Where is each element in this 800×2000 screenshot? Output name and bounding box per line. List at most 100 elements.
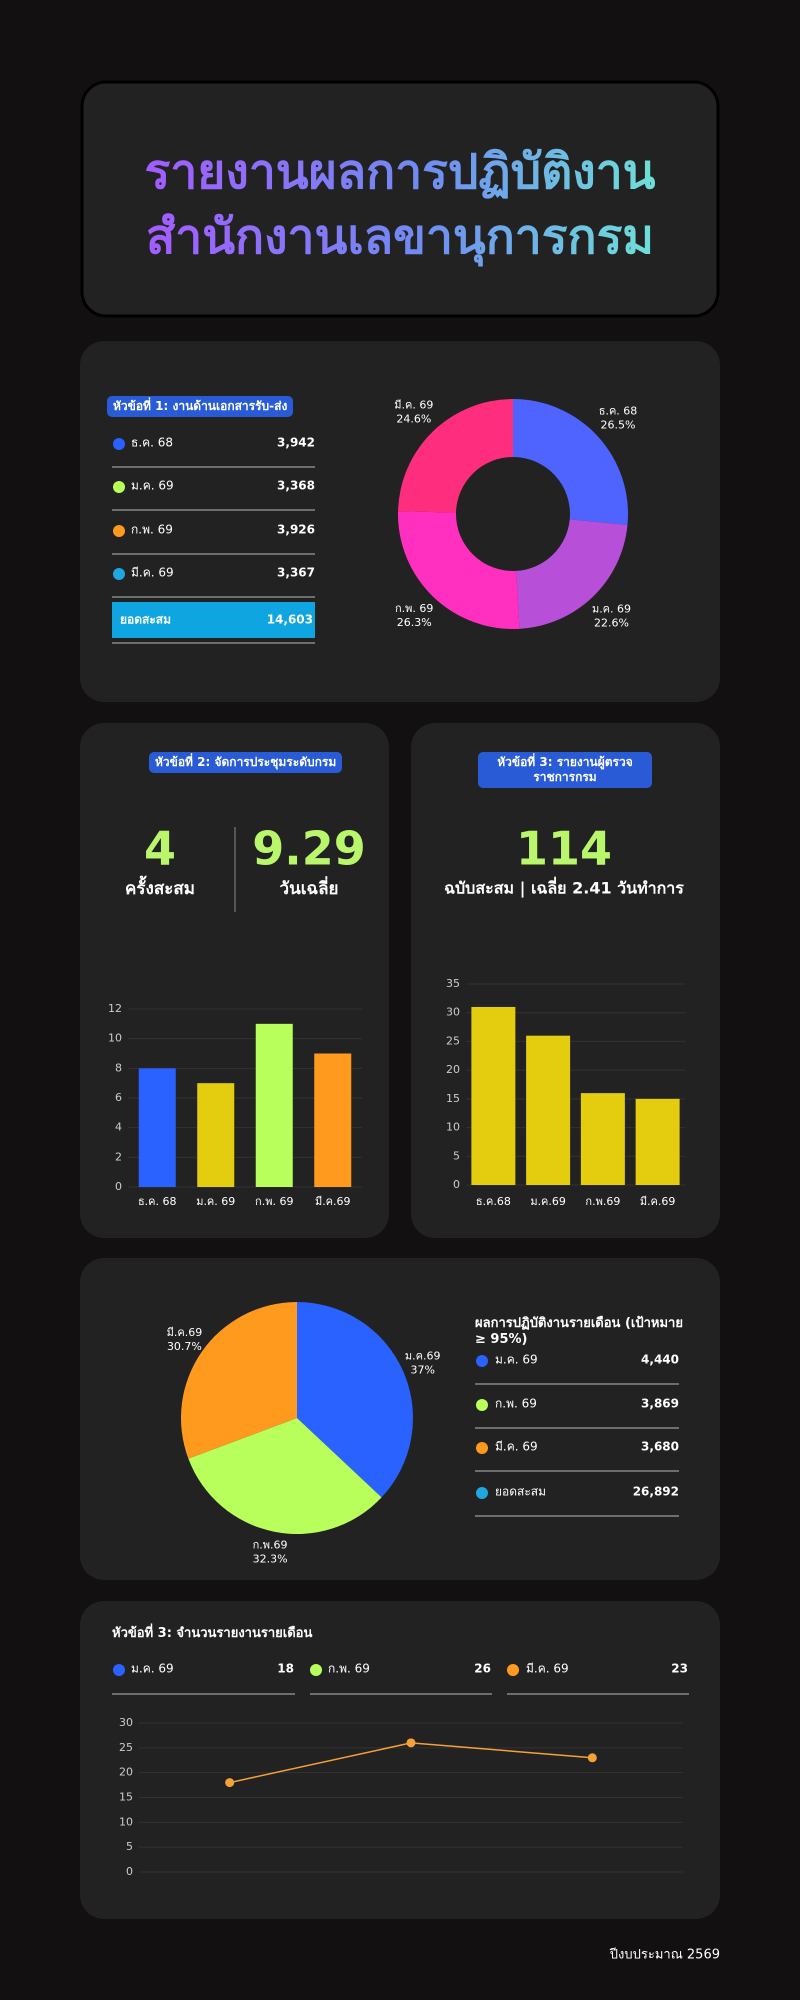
legend-dot: [310, 1664, 322, 1676]
bar: [138, 1068, 176, 1187]
x-tick-label: ก.พ. 69: [255, 1195, 293, 1208]
x-tick-label: ก.พ.69: [585, 1195, 620, 1208]
stat-value: 9.29: [252, 822, 366, 876]
row-label: มี.ค. 69: [495, 1440, 538, 1454]
point: [406, 1738, 416, 1748]
bar: [471, 1006, 516, 1185]
section-tag: หัวข้อที่ 3: รายงานผู้ตรวจราชการกรม: [478, 752, 652, 788]
y-tick-label: 10: [108, 1032, 122, 1045]
y-tick-label: 25: [446, 1034, 460, 1047]
row-value: 3,869: [641, 1397, 679, 1411]
point: [225, 1778, 235, 1788]
slice-label: ก.พ. 69: [395, 602, 433, 615]
legend-dot: [113, 525, 125, 537]
row-label: ม.ค. 69: [495, 1353, 538, 1367]
legend-value: 23: [671, 1662, 688, 1676]
slice-label: ก.พ.69: [253, 1538, 288, 1551]
legend-dot: [113, 481, 125, 493]
slice-label: ม.ค.69: [405, 1350, 441, 1363]
slice-value-label: 37%: [411, 1364, 435, 1377]
stat-label: วันเฉลี่ย: [280, 876, 339, 899]
legend-label: ม.ค. 69: [131, 1662, 174, 1676]
bar: [635, 1098, 680, 1185]
slice: [180, 1302, 297, 1459]
legend-dot: [113, 438, 125, 450]
y-tick-label: 10: [446, 1121, 460, 1134]
x-tick-label: ม.ค. 69: [196, 1195, 235, 1208]
x-tick-label: มี.ค.69: [640, 1195, 676, 1208]
row-label: ธ.ค. 68: [131, 436, 173, 450]
y-tick-label: 0: [453, 1178, 460, 1191]
slice-value-label: 22.6%: [594, 616, 629, 629]
slice: [516, 519, 628, 629]
total-value: 14,603: [267, 613, 313, 627]
y-tick-label: 35: [446, 977, 460, 990]
row-value: 3,926: [277, 523, 315, 537]
y-tick-label: 15: [119, 1791, 133, 1804]
y-tick-label: 20: [119, 1766, 133, 1779]
row-value: 3,680: [641, 1440, 679, 1454]
y-tick-label: 6: [115, 1091, 122, 1104]
legend-dot: [476, 1355, 488, 1367]
slice: [188, 1418, 382, 1534]
x-tick-label: ธ.ค. 68: [138, 1195, 177, 1208]
legend-dot: [476, 1399, 488, 1411]
y-tick-label: 15: [446, 1092, 460, 1105]
section-tag: หัวข้อที่ 1: งานด้านเอกสารรับ-ส่ง: [107, 396, 294, 417]
bar: [197, 1083, 235, 1187]
stat-value: 114: [516, 822, 612, 876]
row-value: 3,367: [277, 566, 315, 580]
y-tick-label: 5: [453, 1149, 460, 1162]
y-tick-label: 25: [119, 1741, 133, 1754]
total-label: ยอดสะสม: [120, 613, 171, 627]
bar: [580, 1093, 625, 1185]
title: รายงานผลการปฏิบัติงาน: [145, 144, 656, 200]
total-row: [112, 602, 315, 638]
row-label: ยอดสะสม: [495, 1485, 546, 1499]
card: [80, 1601, 720, 1919]
slice-label: ธ.ค. 68: [599, 404, 638, 417]
y-tick-label: 0: [115, 1180, 122, 1193]
stat-label: ฉบับสะสม | เฉลี่ย 2.41 วันทำการ: [444, 877, 684, 899]
row-label: ม.ค. 69: [131, 479, 174, 493]
y-tick-label: 30: [446, 1006, 460, 1019]
legend-dot: [113, 1664, 125, 1676]
row-value: 3,942: [277, 436, 315, 450]
slice-value-label: 32.3%: [253, 1552, 288, 1565]
slice-value-label: 26.5%: [601, 418, 636, 431]
legend-label: ก.พ. 69: [328, 1662, 370, 1676]
section-title: ผลการปฏิบัติงานรายเดือน (เป้าหมาย ≥ 95%): [475, 1316, 683, 1347]
slice-label: ม.ค. 69: [592, 602, 631, 615]
bar: [314, 1053, 352, 1187]
legend-dot: [476, 1442, 488, 1454]
stat-label: ครั้งสะสม: [125, 875, 195, 899]
slice-value-label: 24.6%: [396, 412, 431, 425]
legend-value: 26: [474, 1662, 491, 1676]
section-title: หัวข้อที่ 3: จำนวนรายงานรายเดือน: [112, 1626, 313, 1641]
stat-value: 4: [144, 822, 176, 876]
y-tick-label: 2: [115, 1150, 122, 1163]
legend-dot: [507, 1664, 519, 1676]
y-tick-label: 4: [115, 1121, 122, 1134]
bar: [255, 1023, 293, 1187]
footer: ปีงบประมาณ 2569: [609, 1947, 720, 1963]
x-tick-label: ธ.ค.68: [476, 1195, 511, 1208]
y-tick-label: 0: [126, 1865, 133, 1878]
slice: [397, 511, 520, 629]
y-tick-label: 10: [119, 1815, 133, 1828]
legend-dot: [113, 568, 125, 580]
slice: [513, 399, 628, 525]
legend-dot: [476, 1487, 488, 1499]
slice-value-label: 26.3%: [397, 616, 432, 629]
slice-value-label: 30.7%: [167, 1340, 202, 1353]
row-value: 26,892: [633, 1485, 679, 1499]
slice: [297, 1302, 413, 1498]
header-card: [80, 80, 720, 318]
y-tick-label: 5: [126, 1840, 133, 1853]
title: สำนักงานเลขานุการกรม: [146, 209, 654, 267]
row-value: 4,440: [641, 1353, 679, 1367]
legend-label: มี.ค. 69: [526, 1662, 569, 1676]
slice: [398, 399, 513, 513]
slice-label: มี.ค. 69: [394, 398, 433, 411]
